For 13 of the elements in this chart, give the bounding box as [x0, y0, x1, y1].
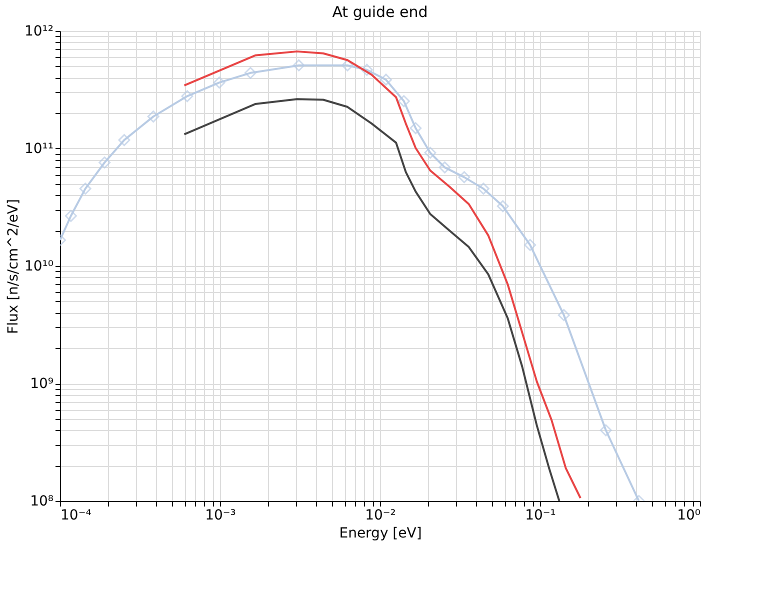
x-tick-label: 10⁰	[677, 508, 701, 524]
x-tick-label: 10⁻³	[205, 508, 236, 524]
x-tick-label: 10⁻¹	[525, 508, 556, 524]
y-tick-label: 10¹²	[24, 24, 54, 40]
y-tick-label: 10¹⁰	[24, 258, 54, 274]
y-axis-title: Flux [n/s/cm^2/eV]	[5, 199, 22, 334]
chart-title: At guide end	[332, 3, 428, 21]
y-tick-label: 10⁸	[30, 494, 54, 510]
x-tick-label: 10⁻⁴	[60, 508, 92, 524]
y-tick-label: 10⁹	[30, 376, 54, 392]
y-tick-label: 10¹¹	[24, 141, 54, 157]
x-axis-title: Energy [eV]	[339, 526, 422, 542]
x-tick-label: 10⁻²	[365, 508, 396, 524]
